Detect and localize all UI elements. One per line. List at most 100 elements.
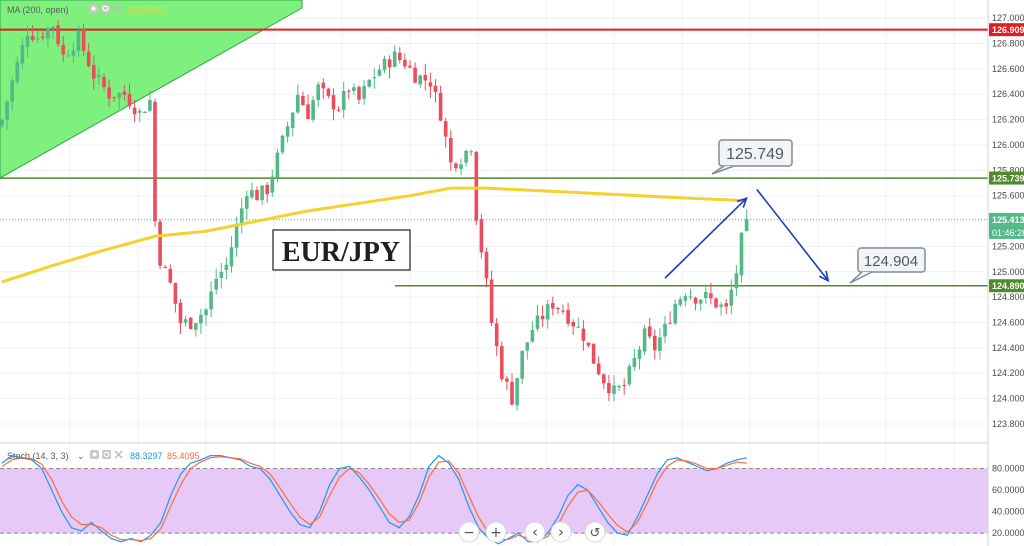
candle-body <box>668 322 672 324</box>
levels-layer <box>0 28 988 287</box>
candle-body <box>97 75 101 78</box>
stoch-k-value: 88.3297 <box>130 451 163 461</box>
gear-icon[interactable] <box>101 4 110 13</box>
candle-body <box>709 293 713 299</box>
candle-body <box>214 278 218 290</box>
candle-body <box>673 303 677 324</box>
candle-body <box>459 164 463 170</box>
candle-body <box>336 109 341 111</box>
candle-body <box>5 101 9 120</box>
candle-body <box>239 208 244 226</box>
candle-body <box>561 310 565 312</box>
candle-body <box>602 374 606 384</box>
moving-average-line <box>1 186 747 284</box>
candle-body <box>556 308 560 310</box>
candle-body <box>0 119 4 126</box>
candle-body <box>326 88 331 96</box>
candle-body <box>81 28 86 51</box>
candle-body <box>107 87 111 99</box>
candle-body <box>398 52 402 60</box>
reset-icon: ↺ <box>590 526 601 541</box>
candle-body <box>76 30 81 52</box>
candle-body <box>505 378 509 382</box>
candle-body <box>433 85 438 93</box>
candles <box>0 19 749 411</box>
zoom-out-button[interactable]: − <box>458 521 480 543</box>
candle-body <box>245 196 249 209</box>
price-axis: 127.000 126.800 126.600 126.400 126.200 126.0… <box>987 0 1024 546</box>
candle-body <box>693 297 698 304</box>
price-tick-label: 123.800 <box>992 419 1024 429</box>
candle-body <box>525 342 530 351</box>
ascending-triangle-zone <box>0 0 303 179</box>
price-tick-label: 125.800 <box>992 165 1024 175</box>
candle-body <box>367 79 371 87</box>
candle-body <box>280 135 285 153</box>
candle-body <box>219 271 224 278</box>
price-tag-upper_support <box>989 171 1024 185</box>
eye-icon[interactable] <box>89 4 98 13</box>
price-tick-label: 125.000 <box>992 267 1024 277</box>
candle-body <box>576 326 581 328</box>
candle-body <box>199 314 203 324</box>
candle-body <box>729 289 734 306</box>
candle-body <box>102 76 106 88</box>
chevron-down-icon[interactable]: ⌄ <box>77 451 85 461</box>
candle-body <box>423 74 428 81</box>
candle-body <box>622 385 626 387</box>
zoom-in-button[interactable]: + <box>485 521 507 543</box>
candle-body <box>46 27 50 39</box>
candle-body <box>688 296 693 298</box>
candle-body <box>306 104 310 119</box>
candle-body <box>607 383 611 394</box>
stoch-tick-label: 60.0000 <box>992 485 1024 495</box>
candle-body <box>341 91 346 110</box>
close-icon[interactable] <box>113 4 122 13</box>
stoch-legend: Stoch (14, 3, 3) ⌄ 88.3297 85.4095 <box>7 450 200 461</box>
candle-body <box>61 44 65 55</box>
callout-upper-text: 125.749 <box>726 146 784 163</box>
candle-body <box>566 309 570 324</box>
ma-legend-value: 125.6606 <box>128 5 166 15</box>
price-tick-label: 126.400 <box>992 89 1024 99</box>
candle-body <box>285 126 290 137</box>
price-tick-label: 125.200 <box>992 241 1024 251</box>
candle-body <box>301 95 305 106</box>
candle-body <box>173 282 178 304</box>
candle-body <box>10 80 14 102</box>
stoch-legend-label: Stoch (14, 3, 3) <box>7 451 69 461</box>
ma-legend-label: MA (200, open) <box>7 5 69 15</box>
candle-body <box>387 59 392 68</box>
candle-body <box>372 77 377 79</box>
price-tick-label: 124.400 <box>992 343 1024 353</box>
stoch-eye-icon[interactable] <box>90 450 99 459</box>
scroll-right-button[interactable]: › <box>550 521 572 543</box>
candle-body <box>515 377 519 406</box>
price-tag-lower_support <box>989 279 1024 293</box>
price-tick-label: 126.600 <box>992 64 1024 74</box>
candle-body <box>30 35 35 40</box>
candle-body <box>382 58 387 71</box>
candle-body <box>296 94 300 113</box>
pair-label: EUR/JPY <box>282 237 400 268</box>
candle-body <box>484 251 489 279</box>
candle-body <box>392 51 397 67</box>
candle-body <box>642 328 647 352</box>
reset-button[interactable]: ↺ <box>584 521 606 543</box>
candle-body <box>408 65 412 68</box>
candle-body <box>683 296 688 301</box>
candle-body <box>581 328 586 341</box>
price-tick-label: 124.600 <box>992 318 1024 328</box>
stoch-tick-label: 40.0000 <box>992 507 1024 517</box>
candle-body <box>500 346 504 380</box>
scroll-left-button[interactable]: ‹ <box>524 521 546 543</box>
candle-body <box>132 107 137 115</box>
candle-body <box>449 137 453 163</box>
stoch-gear-icon[interactable] <box>102 450 111 459</box>
stoch-close-icon[interactable] <box>114 450 123 459</box>
price-tags: 126.909 125.739 125.413 124.890 01:46:28 <box>989 23 1024 293</box>
ma-legend: MA (200, open) 125.6606 <box>7 4 166 15</box>
scroll-left-icon: ‹ <box>532 523 538 541</box>
candle-body <box>255 190 259 201</box>
